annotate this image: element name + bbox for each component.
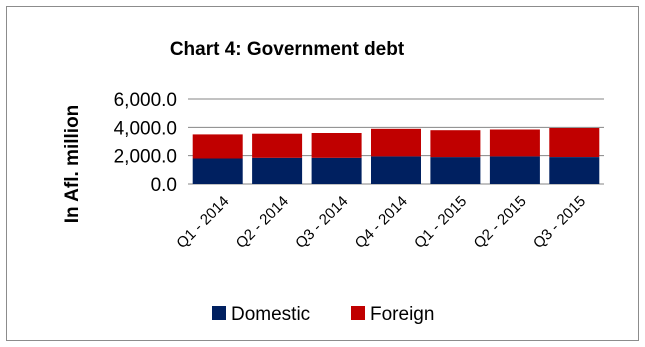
legend-label-domestic: Domestic — [231, 304, 310, 325]
bar-foreign — [430, 130, 481, 158]
bar-foreign — [371, 128, 421, 157]
y-tick-label: 0.0 — [151, 175, 177, 196]
bar-domestic — [192, 158, 243, 184]
legend-swatch-foreign — [351, 306, 365, 320]
bar-foreign — [549, 128, 600, 157]
bar-domestic — [371, 156, 421, 184]
y-tick-labels: 0.0 2,000.0 4,000.0 6,000.0 — [114, 90, 177, 196]
x-tick-label: Q3 - 2015 — [530, 193, 589, 252]
y-tick-label: 6,000.0 — [114, 90, 177, 111]
bar-domestic — [252, 157, 303, 184]
x-tick-label: Q4 - 2014 — [352, 193, 411, 252]
bars — [192, 128, 600, 184]
legend-label-foreign: Foreign — [370, 304, 434, 325]
y-axis-label: In Afl. million — [62, 105, 83, 224]
x-tick-label: Q2 - 2015 — [471, 193, 530, 252]
bar-domestic — [311, 157, 362, 184]
x-tick-label: Q1 - 2015 — [411, 193, 470, 252]
legend-swatch-domestic — [212, 306, 226, 320]
bar-domestic — [489, 156, 540, 184]
x-tick-label: Q1 - 2014 — [173, 193, 232, 252]
stacked-bar-chart: Chart 4: Government debt In Afl. million… — [62, 39, 604, 325]
x-tick-labels: Q1 - 2014 Q2 - 2014 Q3 - 2014 Q4 - 2014 Q1 -… — [173, 193, 589, 252]
bar-domestic — [430, 157, 481, 184]
bar-foreign — [489, 129, 540, 157]
bar-domestic — [549, 157, 600, 184]
bar-foreign — [311, 133, 362, 158]
x-tick-label: Q3 - 2014 — [292, 193, 351, 252]
y-tick-label: 4,000.0 — [114, 118, 177, 139]
x-tick-label: Q2 - 2014 — [233, 193, 292, 252]
y-tick-label: 2,000.0 — [114, 147, 177, 168]
bar-foreign — [192, 134, 243, 159]
chart-title: Chart 4: Government debt — [170, 39, 405, 60]
legend: Domestic Foreign — [212, 304, 434, 325]
chart-frame: Chart 4: Government debt In Afl. million… — [6, 6, 639, 341]
bar-foreign — [252, 133, 303, 158]
